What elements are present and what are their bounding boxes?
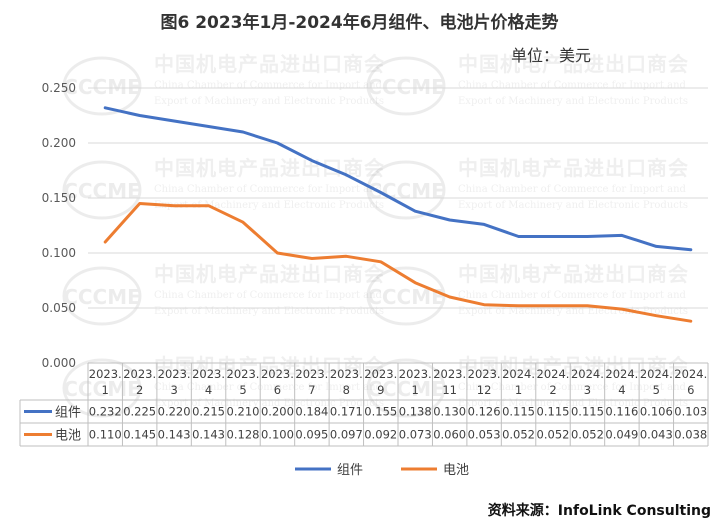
category-label: 11 xyxy=(442,383,457,397)
unit-label: 单位：美元 xyxy=(510,46,591,65)
table-value: 0.171 xyxy=(330,405,363,419)
category-label: 2023. xyxy=(261,367,294,381)
chart-title: 图6 2023年1月-2024年6月组件、电池片价格走势 xyxy=(160,13,559,33)
table-value: 0.052 xyxy=(571,428,604,442)
table-value: 0.073 xyxy=(399,428,432,442)
category-label: 12 xyxy=(477,383,492,397)
category-label: 2 xyxy=(136,383,143,397)
category-label: 5 xyxy=(239,383,246,397)
category-label: 1 xyxy=(515,383,522,397)
category-label: 2024. xyxy=(571,367,604,381)
category-label: 4 xyxy=(618,383,625,397)
table-value: 0.128 xyxy=(227,428,260,442)
category-label: 2 xyxy=(549,383,556,397)
table-value: 0.092 xyxy=(364,428,397,442)
table-value: 0.115 xyxy=(571,405,604,419)
category-label: 9 xyxy=(377,383,384,397)
table-value: 0.095 xyxy=(295,428,328,442)
table-value: 0.053 xyxy=(468,428,501,442)
table-value: 0.145 xyxy=(123,428,156,442)
category-label: 2023. xyxy=(123,367,156,381)
table-value: 0.116 xyxy=(605,405,638,419)
category-label: 2024. xyxy=(537,367,570,381)
table-value: 0.138 xyxy=(399,405,432,419)
table-value: 0.110 xyxy=(89,428,122,442)
category-label: 4 xyxy=(205,383,212,397)
category-label: 2023. xyxy=(89,367,122,381)
category-label: 6 xyxy=(687,383,694,397)
table-value: 0.143 xyxy=(192,428,225,442)
table-value: 0.143 xyxy=(158,428,191,442)
y-tick-label: 0.200 xyxy=(42,136,76,150)
category-label: 2023. xyxy=(364,367,397,381)
table-series-name: 组件 xyxy=(55,406,81,421)
table-series-name: 电池 xyxy=(55,429,81,444)
table-value: 0.060 xyxy=(433,428,466,442)
legend-label: 电池 xyxy=(443,463,469,478)
table-value: 0.225 xyxy=(123,405,156,419)
table-value: 0.130 xyxy=(433,405,466,419)
table-value: 0.052 xyxy=(502,428,535,442)
category-label: 8 xyxy=(343,383,350,397)
table-value: 0.210 xyxy=(227,405,260,419)
category-label: 2023. xyxy=(433,367,466,381)
category-label: 2023. xyxy=(227,367,260,381)
y-tick-label: 0.150 xyxy=(42,191,76,205)
category-label: 2023. xyxy=(158,367,191,381)
table-value: 0.106 xyxy=(640,405,673,419)
series-line-组件 xyxy=(103,106,693,252)
table-value: 0.049 xyxy=(605,428,638,442)
table-value: 0.052 xyxy=(537,428,570,442)
table-value: 0.184 xyxy=(295,405,328,419)
table-value: 0.215 xyxy=(192,405,225,419)
category-label: 2023. xyxy=(330,367,363,381)
category-label: 1 xyxy=(102,383,109,397)
y-tick-label: 0.250 xyxy=(42,81,76,95)
table-value: 0.115 xyxy=(502,405,535,419)
category-label: 6 xyxy=(274,383,281,397)
legend-label: 组件 xyxy=(337,463,363,478)
table-value: 0.100 xyxy=(261,428,294,442)
y-tick-label: 0.050 xyxy=(42,301,76,315)
category-label: 2024. xyxy=(674,367,707,381)
table-value: 0.155 xyxy=(364,405,397,419)
table-value: 0.103 xyxy=(674,405,707,419)
category-label: 2023. xyxy=(468,367,501,381)
table-value: 0.043 xyxy=(640,428,673,442)
category-label: 3 xyxy=(584,383,591,397)
table-value: 0.220 xyxy=(158,405,191,419)
table-value: 0.097 xyxy=(330,428,363,442)
table-value: 0.115 xyxy=(537,405,570,419)
category-label: 7 xyxy=(308,383,315,397)
series-line-电池 xyxy=(103,202,693,323)
y-tick-label: 0.100 xyxy=(42,246,76,260)
table-value: 0.232 xyxy=(89,405,122,419)
table-value: 0.038 xyxy=(674,428,707,442)
source-label: 资料来源：InfoLink Consulting xyxy=(487,503,711,519)
category-label: 3 xyxy=(170,383,177,397)
table-value: 0.126 xyxy=(468,405,501,419)
category-label: 5 xyxy=(653,383,660,397)
table-value: 0.200 xyxy=(261,405,294,419)
category-label: 2024. xyxy=(605,367,638,381)
category-label: 2023. xyxy=(295,367,328,381)
category-label: 2023. xyxy=(399,367,432,381)
y-tick-label: 0.000 xyxy=(42,356,76,370)
category-label: 1 xyxy=(412,383,419,397)
category-label: 2023. xyxy=(192,367,225,381)
category-label: 2024. xyxy=(502,367,535,381)
category-label: 2024. xyxy=(640,367,673,381)
